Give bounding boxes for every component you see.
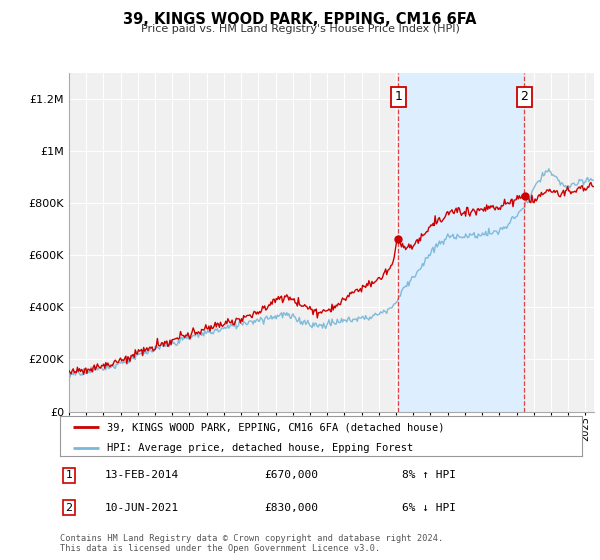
- Text: 8% ↑ HPI: 8% ↑ HPI: [402, 470, 456, 480]
- Text: 1: 1: [394, 90, 402, 103]
- Text: 1: 1: [65, 470, 73, 480]
- Text: HPI: Average price, detached house, Epping Forest: HPI: Average price, detached house, Eppi…: [107, 442, 413, 452]
- Bar: [398, 73, 524, 412]
- Text: Price paid vs. HM Land Registry's House Price Index (HPI): Price paid vs. HM Land Registry's House …: [140, 24, 460, 34]
- Text: 39, KINGS WOOD PARK, EPPING, CM16 6FA (detached house): 39, KINGS WOOD PARK, EPPING, CM16 6FA (d…: [107, 422, 445, 432]
- Text: 2: 2: [65, 503, 73, 513]
- Text: 39, KINGS WOOD PARK, EPPING, CM16 6FA: 39, KINGS WOOD PARK, EPPING, CM16 6FA: [123, 12, 477, 27]
- Text: 13-FEB-2014: 13-FEB-2014: [105, 470, 179, 480]
- Text: Contains HM Land Registry data © Crown copyright and database right 2024.
This d: Contains HM Land Registry data © Crown c…: [60, 534, 443, 553]
- Text: 2: 2: [520, 90, 528, 103]
- Text: 6% ↓ HPI: 6% ↓ HPI: [402, 503, 456, 513]
- Text: £670,000: £670,000: [264, 470, 318, 480]
- Text: £830,000: £830,000: [264, 503, 318, 513]
- Text: 10-JUN-2021: 10-JUN-2021: [105, 503, 179, 513]
